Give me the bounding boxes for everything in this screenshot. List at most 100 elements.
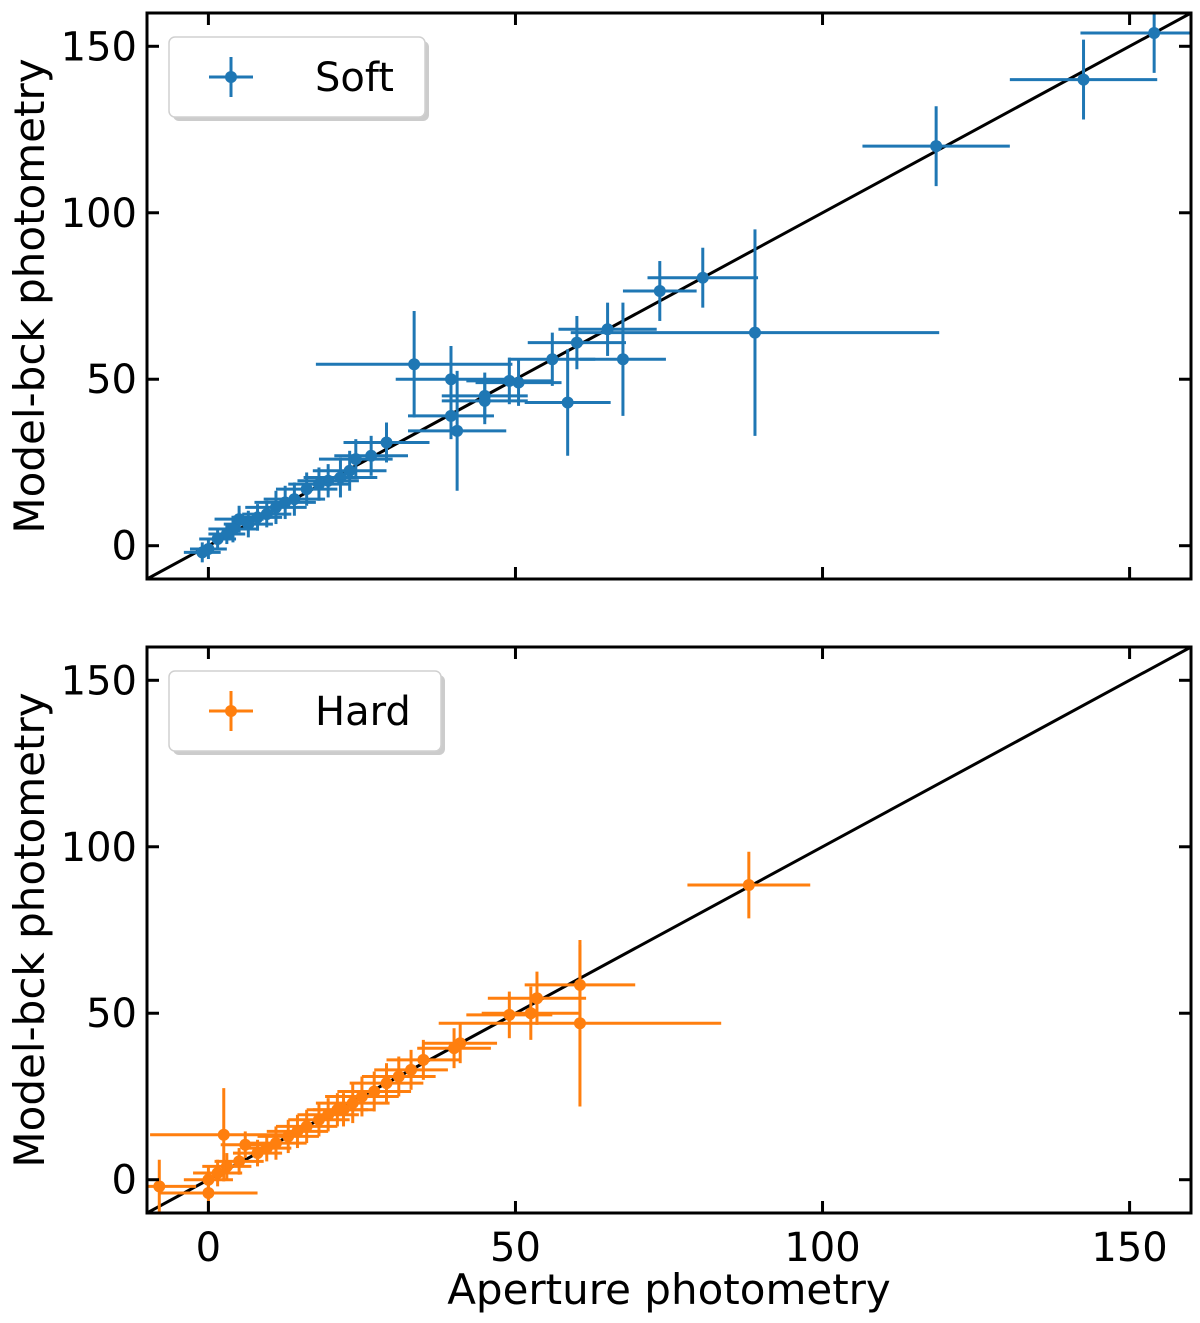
marker: [601, 323, 614, 336]
x-tick-label: 50: [490, 1225, 541, 1271]
data-point: [647, 247, 759, 308]
y-tick-label: 150: [61, 24, 137, 70]
marker: [322, 1108, 335, 1121]
data-point: [318, 439, 393, 480]
marker: [546, 353, 559, 366]
marker: [1148, 26, 1161, 39]
data-point: [862, 106, 1010, 187]
marker: [1077, 73, 1090, 86]
x-axis-label: Aperture photometry: [447, 1265, 891, 1314]
marker: [355, 1090, 368, 1103]
x-tick-label: 100: [784, 1225, 860, 1271]
marker: [392, 1070, 405, 1083]
marker: [408, 358, 421, 371]
marker: [405, 1063, 418, 1076]
data-point: [288, 467, 350, 501]
data-point: [337, 1071, 412, 1112]
data-point: [487, 971, 587, 1025]
marker: [300, 1120, 313, 1133]
data-point: [408, 370, 507, 491]
marker: [451, 424, 464, 437]
marker: [346, 1097, 359, 1110]
y-axis-label: Model-bck photometry: [5, 692, 54, 1167]
data-point: [438, 939, 722, 1107]
marker: [251, 1147, 264, 1160]
marker: [300, 483, 313, 496]
marker: [573, 1017, 586, 1030]
marker: [239, 1138, 252, 1151]
marker: [269, 1137, 282, 1150]
legend: Soft: [168, 36, 429, 121]
marker: [312, 478, 325, 491]
marker: [503, 374, 516, 387]
y-tick-label: 0: [112, 524, 137, 570]
marker: [242, 518, 255, 531]
data-point: [622, 261, 697, 321]
marker: [196, 546, 209, 559]
marker: [696, 271, 709, 284]
marker: [380, 436, 393, 449]
marker: [748, 326, 761, 339]
data-point: [315, 310, 513, 418]
marker: [368, 1085, 381, 1098]
plot-area: [147, 13, 1191, 579]
marker: [524, 1007, 537, 1020]
y-tick-label: 150: [61, 658, 137, 704]
marker: [269, 501, 282, 514]
legend-marker: [225, 705, 237, 717]
data-point: [193, 1159, 243, 1187]
marker: [331, 1103, 344, 1116]
y-axis-label: Model-bck photometry: [5, 58, 54, 533]
marker: [742, 879, 755, 892]
legend-label: Soft: [315, 55, 394, 101]
marker: [380, 1077, 393, 1090]
y-tick-label: 50: [86, 357, 137, 403]
data-point: [147, 1159, 197, 1213]
axes-frame: [145, 645, 1193, 1215]
data-point: [183, 542, 221, 563]
data-point: [199, 529, 237, 550]
legend-marker: [225, 71, 237, 83]
marker: [349, 453, 362, 466]
marker: [444, 373, 457, 386]
marker: [478, 394, 491, 407]
data-point: [466, 991, 553, 1039]
data-point: [524, 349, 611, 456]
y-tick-label: 0: [112, 1158, 137, 1204]
marker: [930, 140, 943, 153]
data-point: [245, 490, 307, 525]
data-point: [509, 332, 596, 386]
axes-frame: [145, 11, 1193, 581]
marker: [503, 1008, 516, 1021]
marker: [343, 464, 356, 477]
marker: [202, 1187, 215, 1200]
marker: [279, 496, 292, 509]
marker: [653, 285, 666, 298]
marker: [282, 1130, 295, 1143]
marker: [444, 409, 457, 422]
marker: [570, 336, 583, 349]
x-tick-label: 150: [1091, 1225, 1167, 1271]
legend-box: [168, 670, 442, 752]
marker: [616, 353, 629, 366]
marker: [417, 1053, 430, 1066]
y-tick-label: 100: [61, 825, 137, 871]
data-point: [1009, 39, 1158, 120]
marker: [211, 533, 224, 546]
marker: [233, 1155, 246, 1168]
data-point: [150, 1088, 298, 1182]
data-point: [1080, 13, 1191, 73]
marker: [530, 992, 543, 1005]
data-point: [558, 302, 657, 356]
data-point: [570, 229, 940, 436]
marker: [448, 1042, 461, 1055]
y-tick-label: 50: [86, 991, 137, 1037]
y-tick-label: 100: [61, 191, 137, 237]
plot-area: [147, 647, 1191, 1213]
legend-box: [168, 36, 426, 118]
marker: [217, 1128, 230, 1141]
x-tick-label: 0: [196, 1225, 221, 1271]
legend-label: Hard: [315, 689, 411, 735]
